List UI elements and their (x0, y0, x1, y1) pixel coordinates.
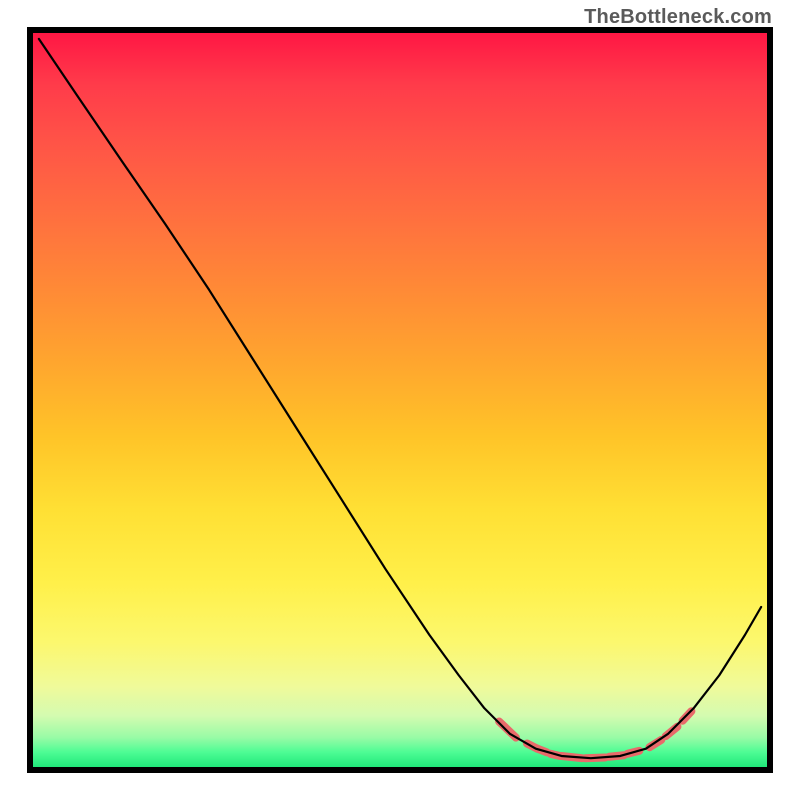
chart-container: TheBottleneck.com (0, 0, 800, 800)
watermark-text: TheBottleneck.com (584, 6, 772, 29)
gradient-background (33, 33, 767, 767)
plot-area (27, 27, 773, 773)
